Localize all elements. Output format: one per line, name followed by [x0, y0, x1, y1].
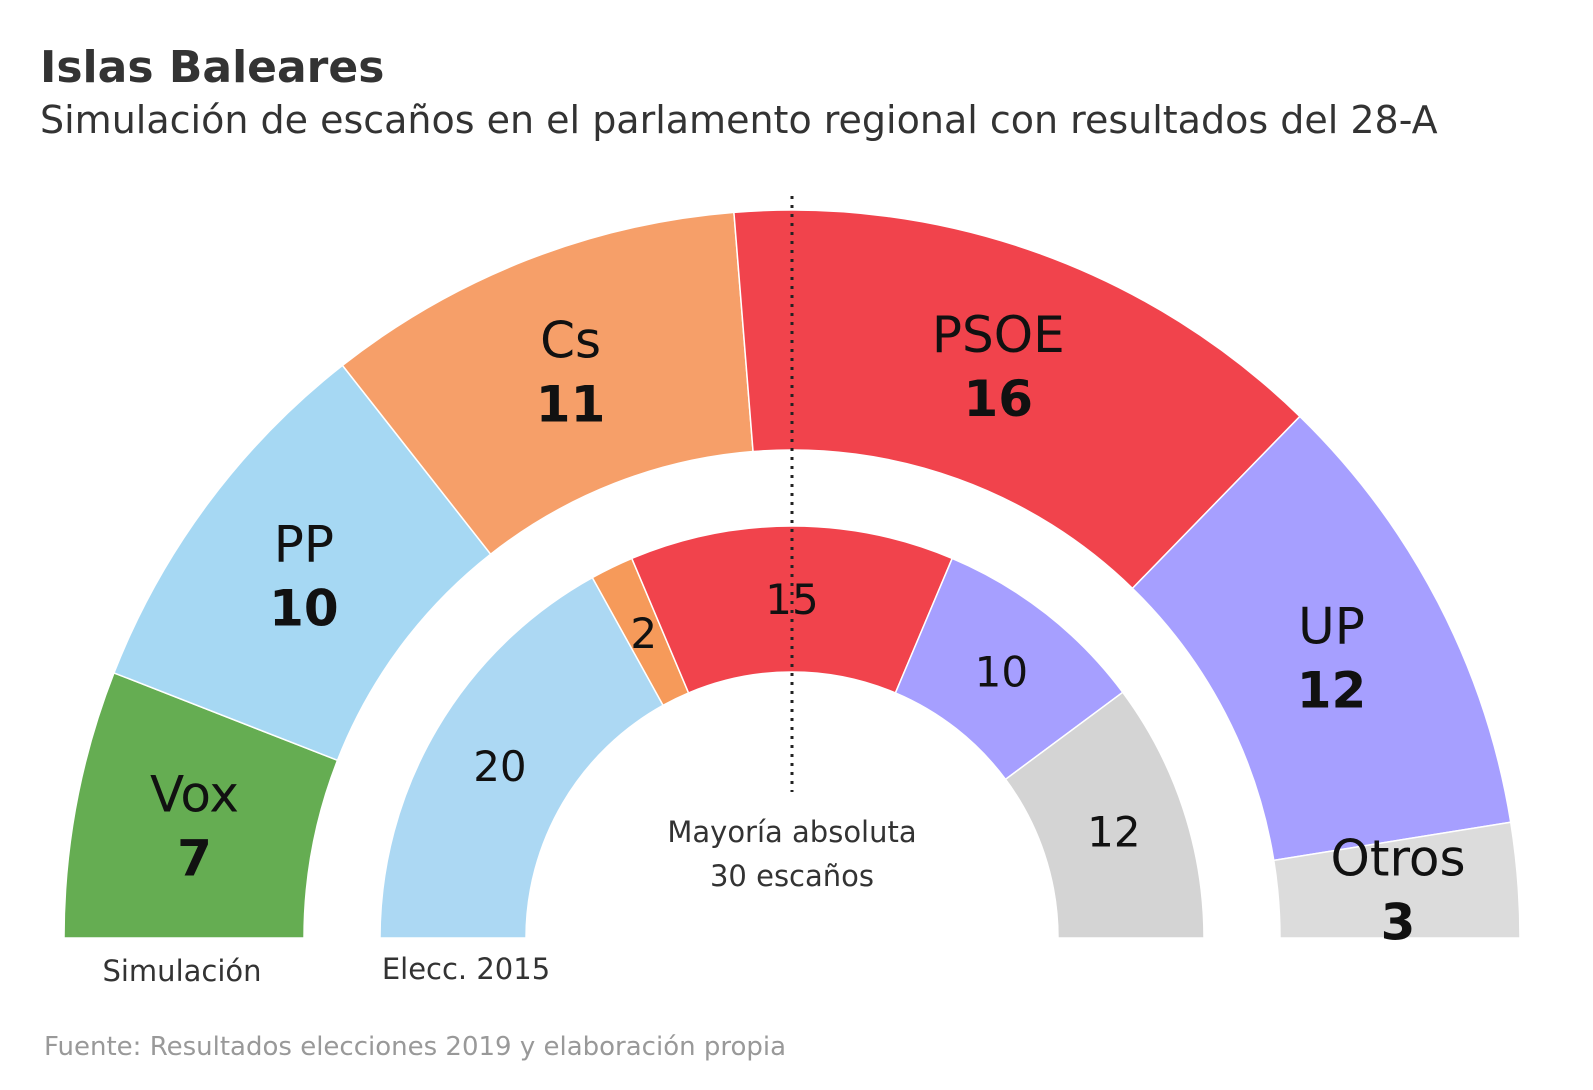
- seat-value-pp: 10: [269, 579, 339, 637]
- ring-label-election-2015: Elecc. 2015: [382, 952, 550, 986]
- seat-value-2015-cs: 2: [630, 609, 657, 658]
- party-label-cs: Cs: [540, 312, 601, 370]
- seat-value-2015-pp: 20: [473, 742, 526, 791]
- seat-value-vox: 7: [177, 829, 212, 887]
- party-label-vox: Vox: [150, 765, 239, 823]
- party-label-psoe: PSOE: [932, 306, 1065, 364]
- majority-label: Mayoría absoluta: [667, 815, 916, 849]
- seat-value-otros: 3: [1381, 893, 1416, 951]
- seat-value-cs: 11: [536, 376, 606, 434]
- simulation-ring: Vox 7 PP 10 Cs 11 PSOE 16 UP 12 Otros 3: [63, 209, 1521, 951]
- seat-value-2015-psoe: 15: [765, 575, 818, 624]
- party-label-otros: Otros: [1331, 829, 1466, 887]
- source-note: Fuente: Resultados elecciones 2019 y ela…: [44, 1032, 787, 1062]
- seg-outer-otros: [1272, 821, 1521, 939]
- election-2015-ring: 20 2 15 10 12: [379, 525, 1205, 939]
- seat-value-2015-up: 10: [975, 647, 1028, 696]
- seg-outer-psoe: [733, 209, 1301, 590]
- seat-value-up: 12: [1297, 662, 1367, 720]
- seg-inner-otros: [1004, 691, 1205, 939]
- party-label-pp: PP: [274, 515, 334, 573]
- chart-title: Islas Baleares: [40, 42, 385, 93]
- seat-value-psoe: 16: [963, 370, 1033, 428]
- seg-inner-pp: [379, 576, 665, 939]
- majority-seats-label: 30 escaños: [710, 859, 874, 893]
- chart-subtitle: Simulación de escaños en el parlamento r…: [40, 98, 1438, 142]
- seat-value-2015-otros: 12: [1087, 808, 1140, 857]
- ring-label-simulation: Simulación: [102, 954, 261, 988]
- party-label-up: UP: [1298, 598, 1365, 656]
